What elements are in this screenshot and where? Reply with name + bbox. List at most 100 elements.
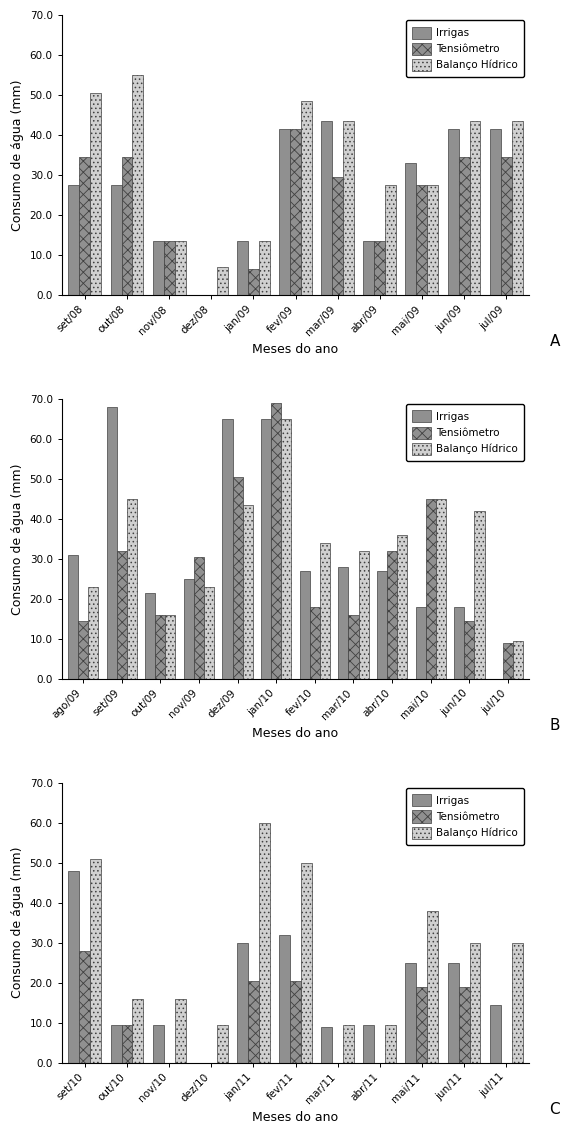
Bar [385,1025,396,1062]
Legend: Irrigas, Tensiômetro, Balanço Hídrico: Irrigas, Tensiômetro, Balanço Hídrico [406,20,524,77]
Bar [475,511,485,679]
Bar [232,477,243,679]
Bar [184,579,194,679]
Bar [459,986,469,1062]
Bar [301,863,312,1062]
Bar [427,910,439,1062]
X-axis label: Meses do ano: Meses do ano [252,343,339,356]
Bar [490,129,501,295]
Bar [332,177,343,295]
Legend: Irrigas, Tensiômetro, Balanço Hídrico: Irrigas, Tensiômetro, Balanço Hídrico [406,788,524,844]
Bar [387,550,397,679]
Bar [469,121,480,295]
Bar [375,241,385,295]
Bar [512,121,522,295]
Bar [88,587,98,679]
Y-axis label: Consumo de água (mm): Consumo de água (mm) [11,847,24,999]
Bar [217,1025,228,1062]
Bar [490,1004,501,1062]
Bar [513,641,523,679]
X-axis label: Meses do ano: Meses do ano [252,1111,339,1124]
Bar [397,535,407,679]
Bar [111,1025,122,1062]
Bar [363,241,375,295]
Bar [111,185,122,295]
Bar [127,499,136,679]
Bar [248,269,259,295]
Bar [426,499,436,679]
Bar [155,615,165,679]
Bar [436,499,446,679]
Bar [217,267,228,295]
Bar [310,607,320,679]
Bar [132,75,143,295]
Bar [301,101,312,295]
Bar [343,1025,354,1062]
Bar [279,129,290,295]
Bar [68,555,78,679]
Bar [321,1027,332,1062]
Bar [455,607,464,679]
Bar [469,943,480,1062]
Bar [448,129,459,295]
Bar [165,615,175,679]
Bar [339,566,348,679]
Bar [122,157,132,295]
X-axis label: Meses do ano: Meses do ano [252,726,339,740]
Bar [116,550,127,679]
Bar [69,871,79,1062]
Bar [416,986,427,1062]
Bar [152,1025,164,1062]
Bar [300,571,310,679]
Bar [90,93,101,295]
Bar [194,557,204,679]
Bar [107,407,116,679]
Bar [501,157,512,295]
Bar [405,962,416,1062]
Bar [321,121,332,295]
Bar [512,943,522,1062]
Bar [152,241,164,295]
Bar [175,999,186,1062]
Bar [271,403,281,679]
Bar [405,163,416,295]
Bar [204,587,214,679]
Bar [348,615,359,679]
Bar [343,121,354,295]
Bar [223,419,232,679]
Text: A: A [549,334,560,348]
Bar [279,935,290,1062]
Bar [427,185,439,295]
Bar [69,185,79,295]
Bar [416,607,426,679]
Bar [145,592,155,679]
Bar [164,241,175,295]
Legend: Irrigas, Tensiômetro, Balanço Hídrico: Irrigas, Tensiômetro, Balanço Hídrico [406,404,524,461]
Bar [359,550,368,679]
Bar [363,1025,375,1062]
Bar [464,621,475,679]
Bar [79,951,90,1062]
Text: C: C [549,1102,560,1117]
Bar [248,981,259,1062]
Bar [448,962,459,1062]
Text: B: B [549,717,560,733]
Bar [459,157,469,295]
Bar [90,859,101,1062]
Bar [290,129,301,295]
Bar [78,621,88,679]
Bar [281,419,291,679]
Bar [290,981,301,1062]
Bar [237,241,248,295]
Bar [259,823,270,1062]
Bar [175,241,186,295]
Bar [259,241,270,295]
Bar [503,642,513,679]
Y-axis label: Consumo de água (mm): Consumo de água (mm) [11,463,24,615]
Bar [132,999,143,1062]
Bar [416,185,427,295]
Bar [243,505,252,679]
Bar [79,157,90,295]
Bar [385,185,396,295]
Bar [320,543,330,679]
